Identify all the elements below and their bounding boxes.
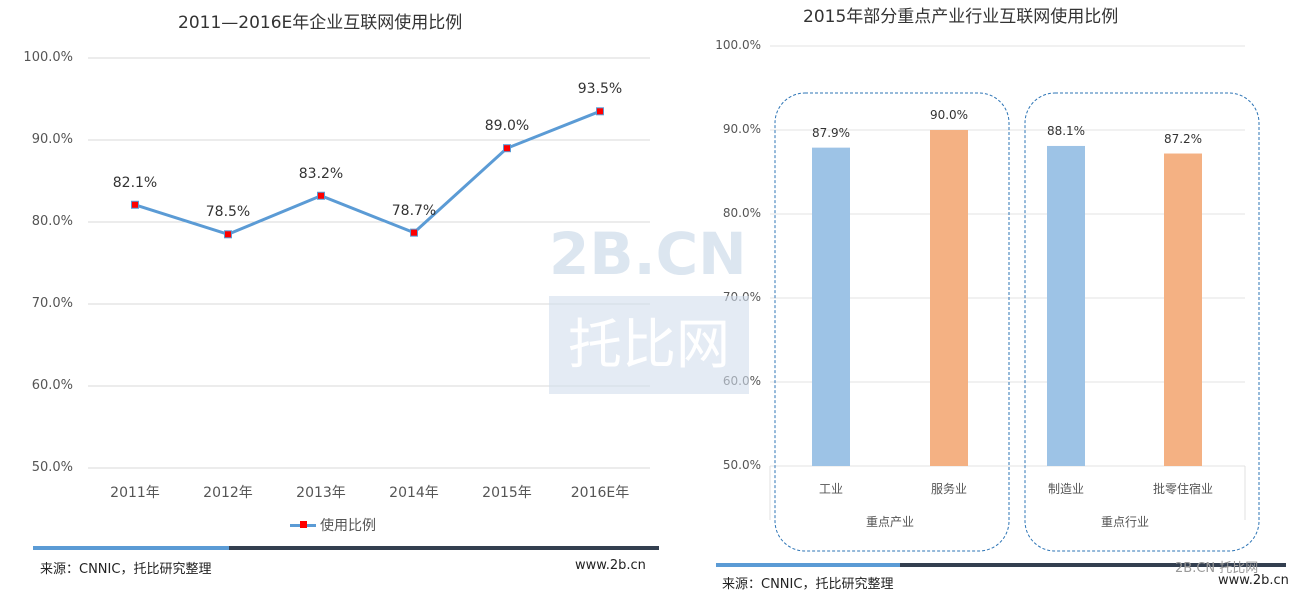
watermark-logo: 托比网 bbox=[549, 296, 749, 394]
data-label: 83.2% bbox=[298, 165, 344, 182]
bar bbox=[930, 130, 968, 466]
left-site: www.2b.cn bbox=[575, 558, 646, 573]
x-tick-label: 服务业 bbox=[930, 482, 967, 496]
data-label: 93.5% bbox=[577, 81, 623, 98]
x-tick-label: 2011年 bbox=[110, 485, 160, 501]
x-tick-label: 批零住宿业 bbox=[1152, 482, 1213, 496]
data-point bbox=[317, 191, 325, 200]
x-tick-label: 2016E年 bbox=[570, 485, 630, 501]
y-tick-label: 90.0% bbox=[31, 132, 73, 147]
data-point bbox=[410, 228, 418, 237]
y-tick-label: 60.0% bbox=[31, 378, 73, 393]
data-point bbox=[596, 107, 604, 116]
y-tick-label: 100.0% bbox=[23, 50, 73, 65]
footer-bar-accent-right bbox=[716, 563, 900, 567]
data-label: 78.7% bbox=[391, 202, 437, 219]
data-point bbox=[224, 230, 232, 239]
y-tick-label: 50.0% bbox=[31, 460, 73, 475]
right-source: 来源：CNNIC，托比研究整理 bbox=[722, 577, 894, 592]
x-tick-label: 2013年 bbox=[296, 485, 346, 501]
x-tick-label: 2014年 bbox=[389, 485, 439, 501]
left-source: 来源：CNNIC，托比研究整理 bbox=[40, 562, 212, 577]
right-chart-title: 2015年部分重点产业行业互联网使用比例 bbox=[803, 7, 1119, 27]
data-point bbox=[503, 144, 511, 153]
data-point bbox=[131, 200, 139, 209]
series-line bbox=[134, 109, 601, 236]
data-label: 89.0% bbox=[484, 118, 530, 135]
legend-label: 使用比例 bbox=[320, 518, 376, 534]
x-tick-label: 2012年 bbox=[203, 485, 253, 501]
bar bbox=[1164, 153, 1202, 466]
y-tick-label: 50.0% bbox=[722, 458, 761, 472]
left-chart-title: 2011—2016E年企业互联网使用比例 bbox=[178, 13, 463, 33]
group-label: 重点行业 bbox=[1100, 515, 1149, 529]
x-tick-label: 工业 bbox=[818, 482, 843, 496]
y-tick-label: 80.0% bbox=[31, 214, 73, 229]
corner-watermark: 2B.CN 托比网 bbox=[1175, 561, 1259, 576]
footer-bar bbox=[229, 546, 659, 550]
bar bbox=[812, 147, 850, 466]
y-tick-label: 100.0% bbox=[715, 38, 761, 52]
y-tick-label: 70.0% bbox=[31, 296, 73, 311]
y-tick-label: 80.0% bbox=[722, 206, 761, 220]
data-label: 90.0% bbox=[929, 108, 969, 122]
legend: 使用比例 bbox=[290, 515, 376, 535]
x-tick-label: 制造业 bbox=[1047, 482, 1084, 496]
x-tick-label: 2015年 bbox=[482, 485, 532, 501]
data-label: 78.5% bbox=[205, 204, 251, 221]
right-site: www.2b.cn bbox=[1218, 573, 1289, 588]
footer-bar-right bbox=[900, 563, 1286, 567]
footer-bar-accent bbox=[33, 546, 229, 550]
watermark-text: 2B.CN bbox=[549, 220, 747, 288]
data-label: 88.1% bbox=[1046, 123, 1086, 138]
data-label: 82.1% bbox=[112, 174, 158, 191]
data-label: 87.9% bbox=[811, 125, 851, 140]
data-label: 87.2% bbox=[1163, 131, 1203, 146]
y-tick-label: 90.0% bbox=[722, 122, 761, 136]
group-box bbox=[774, 92, 1010, 552]
bar bbox=[1047, 145, 1085, 466]
group-box bbox=[1024, 92, 1260, 552]
group-label: 重点产业 bbox=[865, 515, 914, 529]
legend-line-icon bbox=[290, 520, 316, 528]
